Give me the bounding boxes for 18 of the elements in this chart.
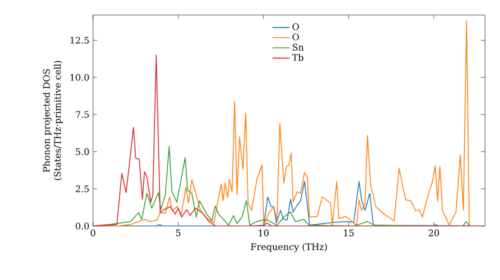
- y-axis-title: Phonon projected DOS (States/THz·primitive cell): [42, 60, 63, 180]
- legend-label: O: [292, 23, 299, 30]
- legend-label: O: [292, 34, 299, 40]
- x-tick-label: 15: [344, 230, 354, 236]
- line-series: [93, 54, 485, 226]
- y-tick-label: 12.5: [70, 36, 89, 44]
- x-tick-label: 0: [90, 230, 96, 236]
- x-tick-label: 5: [176, 230, 180, 236]
- y-tick-label: 5.0: [76, 148, 89, 156]
- y-tick-label: 0.0: [76, 222, 89, 230]
- y-tick-label: 2.5: [76, 185, 89, 192]
- y-tick-label: 10.0: [70, 74, 89, 81]
- legend-label: Sn: [292, 44, 304, 51]
- x-tick-label: 20: [428, 230, 439, 236]
- legend-label: Tb: [292, 54, 304, 61]
- x-axis-title: Frequency (THz): [250, 243, 327, 252]
- x-tick-label: 10: [258, 230, 269, 236]
- y-tick-label: 7.5: [76, 111, 89, 118]
